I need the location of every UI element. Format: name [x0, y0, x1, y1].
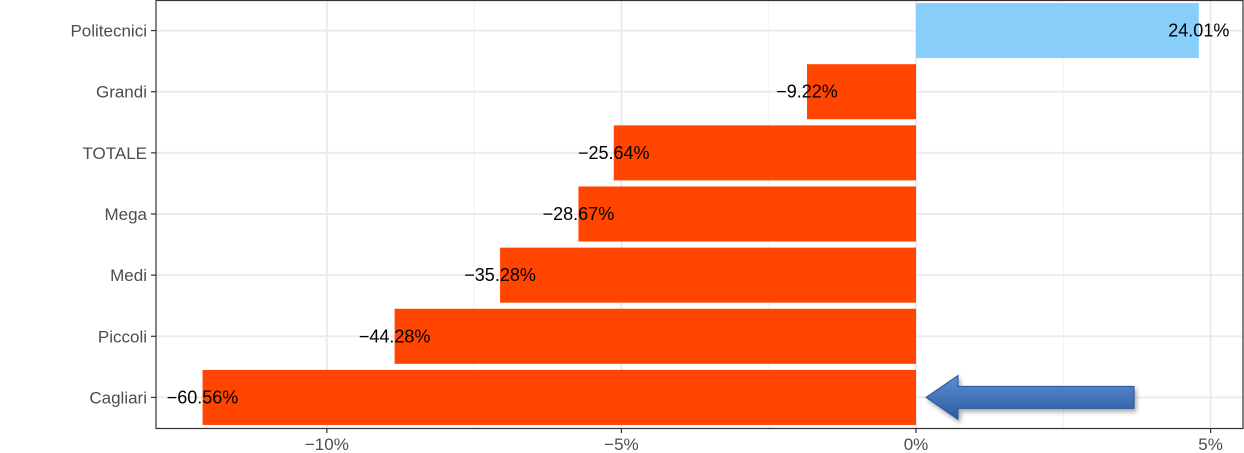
- y-tick-label-piccoli: Piccoli: [98, 327, 147, 346]
- x-tick-label: 0%: [904, 435, 929, 453]
- data-label-grandi: −9.22%: [776, 82, 838, 102]
- y-tick-label-politecnici: Politecnici: [70, 22, 147, 41]
- data-label-medi: −35.28%: [464, 265, 536, 285]
- bar-totale: [613, 125, 917, 181]
- y-tick-label-grandi: Grandi: [96, 83, 147, 102]
- bar-medi: [500, 247, 917, 303]
- bar-cagliari: [202, 369, 917, 425]
- x-tick-label: 5%: [1198, 435, 1223, 453]
- bar-grandi: [807, 64, 917, 120]
- y-tick-label-cagliari: Cagliari: [89, 388, 147, 407]
- data-label-piccoli: −44.28%: [359, 326, 431, 346]
- x-tick-label: −10%: [305, 435, 349, 453]
- panel-border: [155, 0, 1244, 430]
- data-label-politecnici: 24.01%: [1168, 21, 1229, 41]
- left-arrow-icon: [925, 374, 1135, 421]
- data-label-cagliari: −60.56%: [167, 387, 239, 407]
- bar-politecnici: [916, 3, 1199, 59]
- data-label-mega: −28.67%: [543, 204, 615, 224]
- y-tick-label-totale: TOTALE: [82, 144, 147, 163]
- y-tick-label-mega: Mega: [104, 205, 147, 224]
- bar-piccoli: [394, 308, 917, 364]
- bar-mega: [578, 186, 917, 242]
- data-label-totale: −25.64%: [578, 143, 650, 163]
- y-tick-label-medi: Medi: [110, 266, 147, 285]
- x-tick-label: −5%: [604, 435, 639, 453]
